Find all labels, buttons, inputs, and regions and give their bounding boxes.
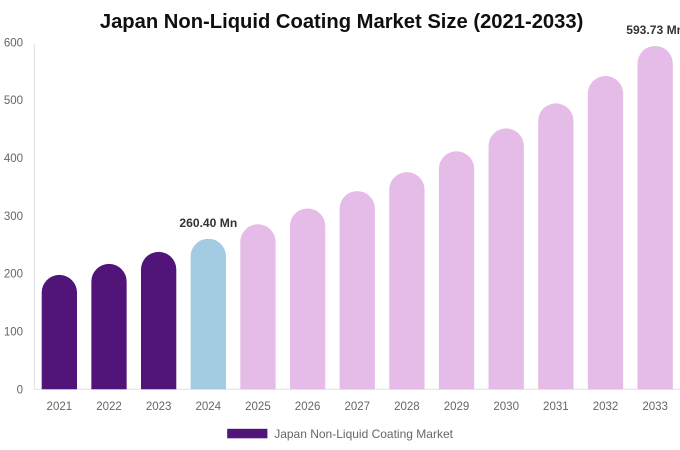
svg-text:593.73 Mn: 593.73 Mn: [626, 23, 680, 37]
svg-text:600: 600: [4, 37, 23, 49]
svg-text:2025: 2025: [245, 401, 271, 413]
svg-text:0: 0: [17, 384, 23, 396]
svg-text:200: 200: [4, 269, 23, 281]
svg-text:2031: 2031: [543, 401, 569, 413]
svg-text:2024: 2024: [196, 401, 222, 413]
svg-text:500: 500: [4, 95, 23, 107]
svg-text:260.40 Mn: 260.40 Mn: [179, 216, 237, 230]
svg-text:2021: 2021: [47, 401, 73, 413]
svg-text:2030: 2030: [493, 401, 519, 413]
svg-text:Japan Non-Liquid Coating Marke: Japan Non-Liquid Coating Market Size (20…: [100, 11, 584, 33]
svg-text:2022: 2022: [96, 401, 122, 413]
svg-text:300: 300: [4, 211, 23, 223]
svg-text:2033: 2033: [642, 401, 668, 413]
svg-text:2032: 2032: [593, 401, 619, 413]
svg-text:Japan Non-Liquid Coating Marke: Japan Non-Liquid Coating Market: [274, 427, 453, 441]
svg-text:2023: 2023: [146, 401, 172, 413]
svg-text:2027: 2027: [344, 401, 370, 413]
svg-text:2028: 2028: [394, 401, 420, 413]
svg-text:400: 400: [4, 153, 23, 165]
svg-text:2026: 2026: [295, 401, 321, 413]
svg-text:2029: 2029: [444, 401, 470, 413]
svg-text:100: 100: [4, 327, 23, 339]
